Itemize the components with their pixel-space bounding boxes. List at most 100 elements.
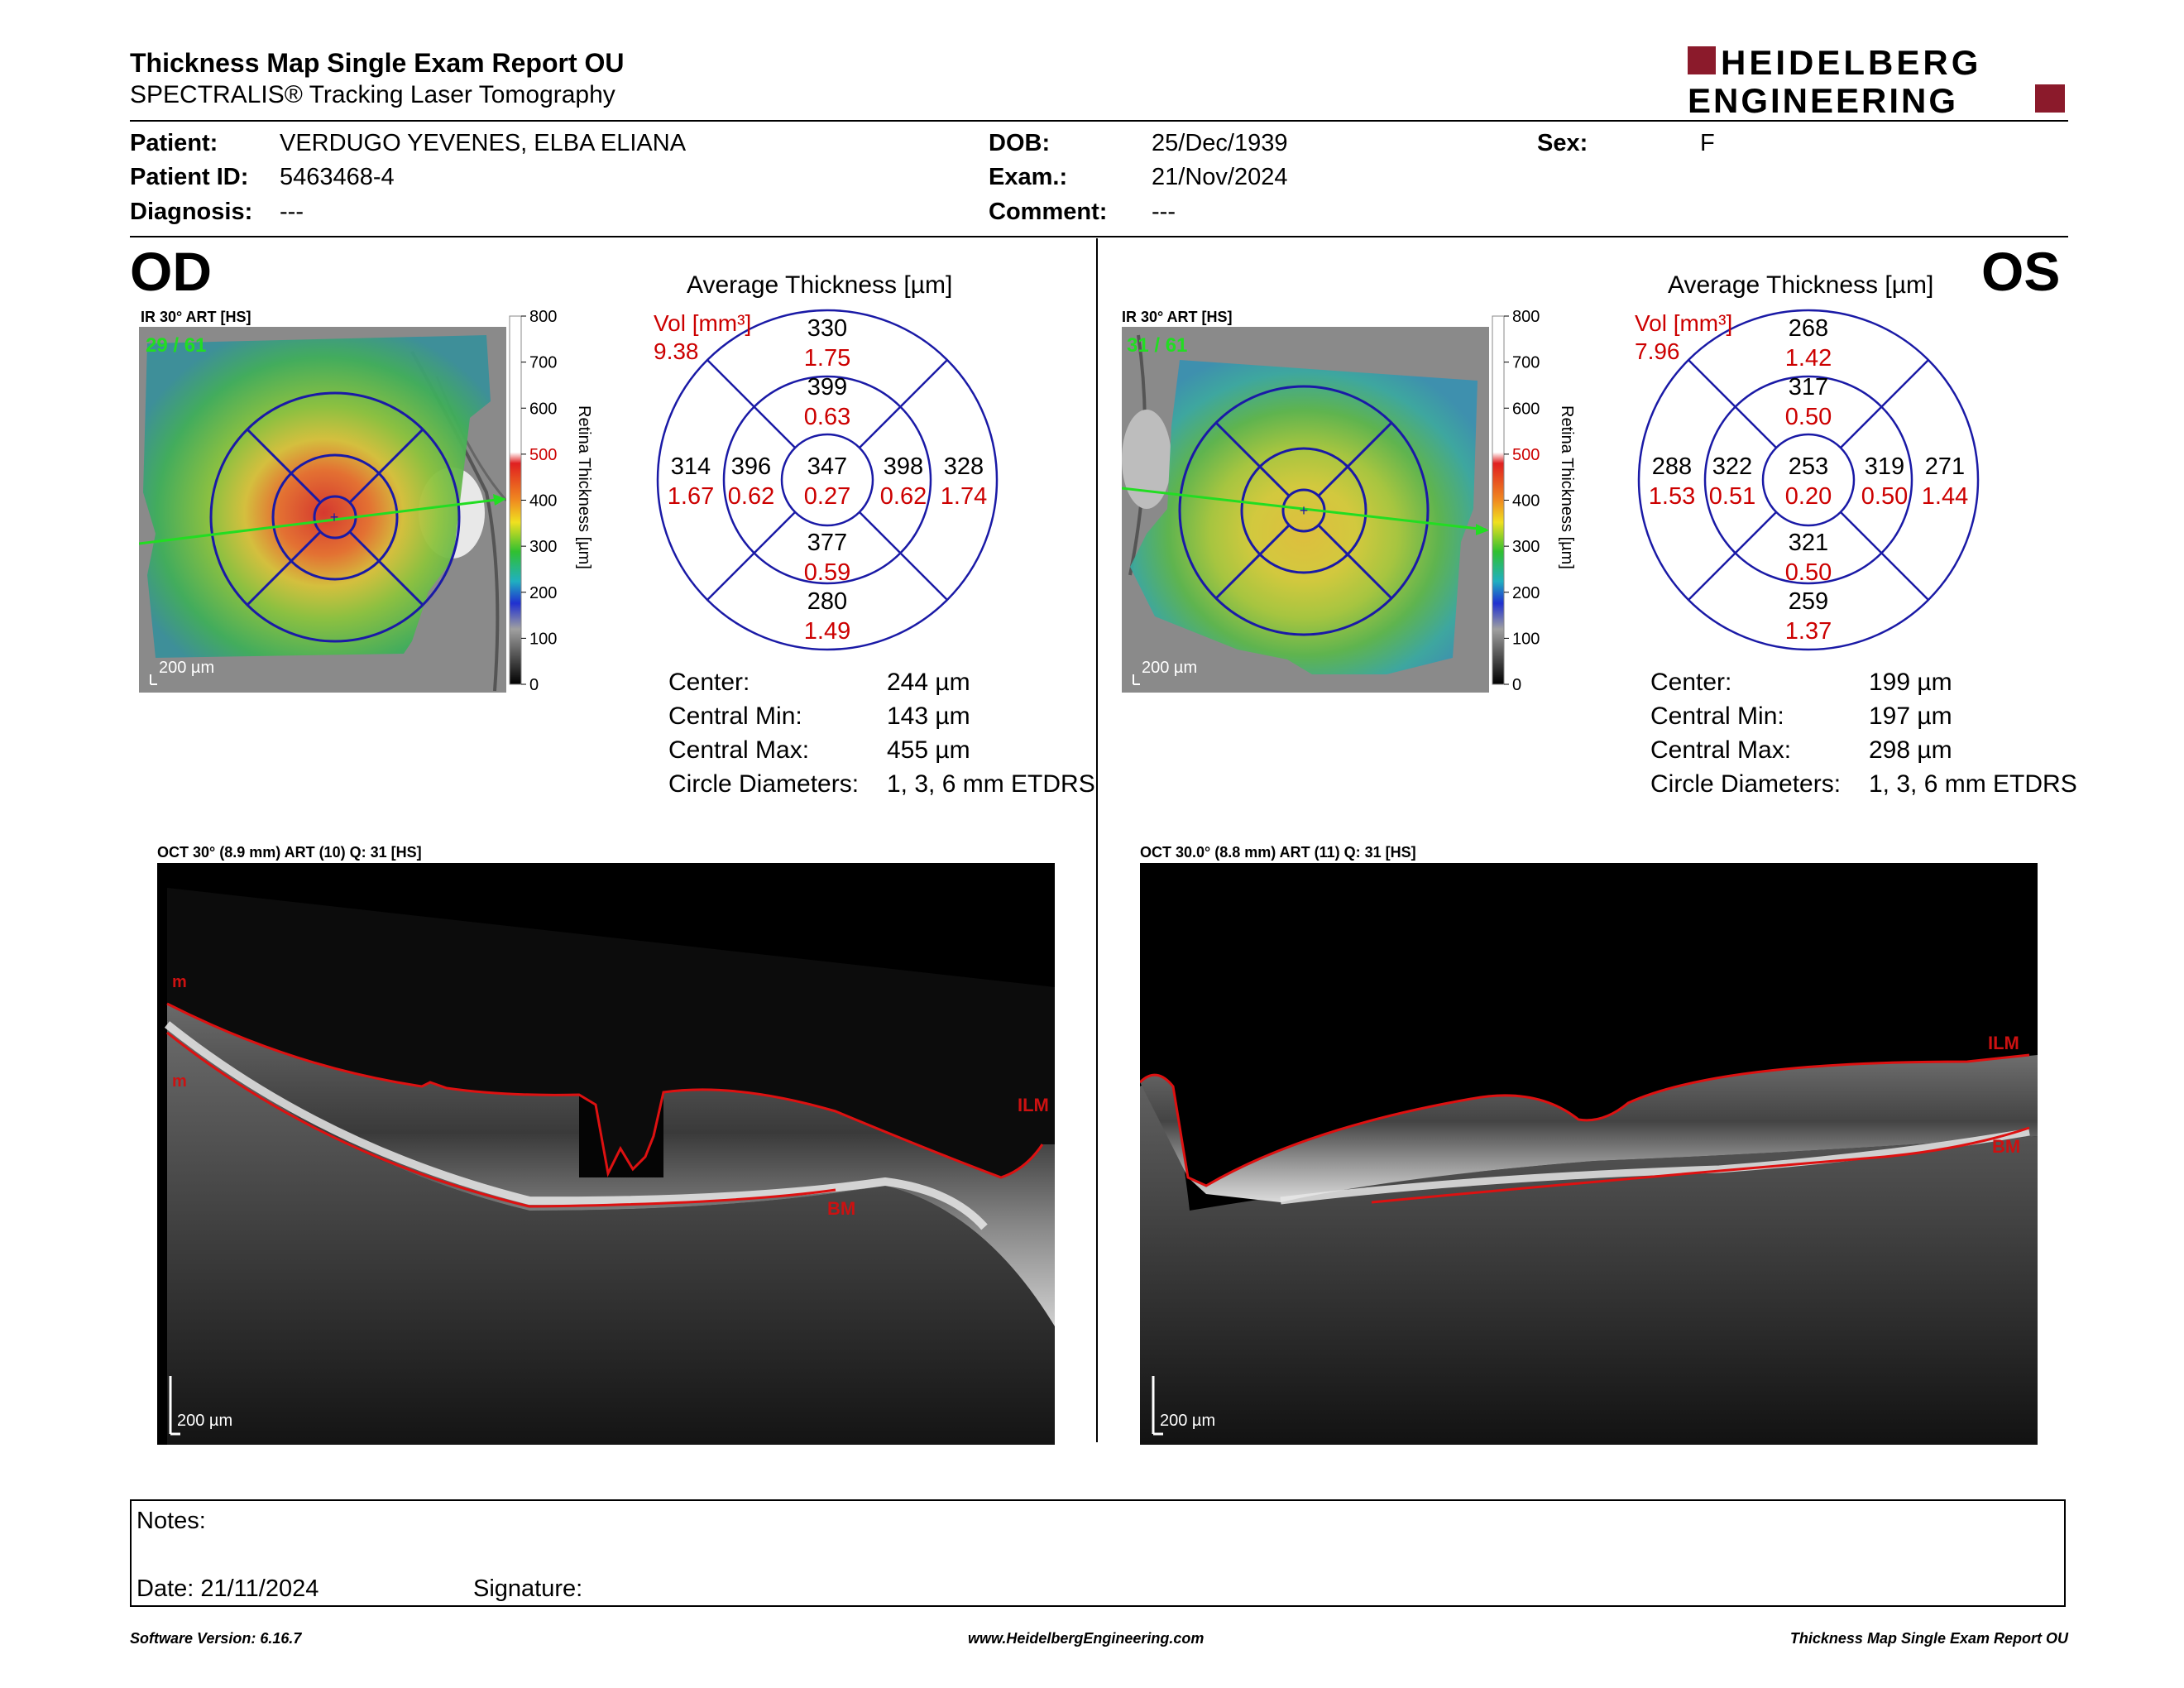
footer-website[interactable]: www.HeidelbergEngineering.com <box>968 1630 1205 1647</box>
notes-box[interactable]: Notes: Date: 21/11/2024 Signature: <box>130 1499 2066 1607</box>
od-inner-inf-v: 0.59 <box>804 559 850 586</box>
os-oct-label: OCT 30.0° (8.8 mm) ART (11) Q: 31 [HS] <box>1140 844 1416 861</box>
colorbar-tick-label: 400 <box>1512 492 1540 511</box>
os-inner-sup-t: 317 <box>1789 374 1828 400</box>
patient-id-label: Patient ID: <box>130 164 249 190</box>
colorbar-tick-label: 0 <box>529 676 539 694</box>
colorbar-tick-label: 800 <box>529 308 557 326</box>
od-inner-temp-t: 396 <box>731 453 771 480</box>
colorbar-tick-label: 700 <box>529 354 557 372</box>
od-vol-label: Vol [mm³] <box>654 310 751 336</box>
notes-label: Notes: <box>136 1508 206 1534</box>
os-oct-scale: 200 µm <box>1160 1412 1215 1430</box>
os-colorbar-ticks: 800 700 600 500 400 300 200 100 0 <box>1504 308 1540 694</box>
od-outer-sup-t: 330 <box>807 315 847 342</box>
svg-text:+: + <box>1300 502 1309 519</box>
os-etdrs-grid: Vol [mm³] 7.96 268 1.42 317 0.50 288 1.5… <box>1635 309 1980 651</box>
od-stat-max-value: 455 µm <box>887 736 970 764</box>
colorbar-tick-label: 500 <box>1512 446 1540 464</box>
os-eye-label: OS <box>1981 241 2061 302</box>
os-colorbar: 800 700 600 500 400 300 200 100 0 Retina Thickne… <box>1492 308 1576 694</box>
colorbar-tick-label: 100 <box>529 630 557 648</box>
sex-value: F <box>1700 130 1715 156</box>
header-rule <box>130 120 2068 122</box>
os-center-t: 253 <box>1789 453 1828 480</box>
od-stat-max-label: Central Max: <box>668 736 810 764</box>
date-label: Date: 21/11/2024 <box>136 1575 319 1602</box>
od-center-t: 347 <box>807 453 847 480</box>
od-outer-nas-t: 328 <box>944 453 984 480</box>
od-oct-label: OCT 30° (8.9 mm) ART (10) Q: 31 [HS] <box>157 844 422 861</box>
os-inner-nas-v: 0.50 <box>1861 483 1908 510</box>
od-inner-temp-v: 0.62 <box>728 483 774 510</box>
os-outer-nas-v: 1.44 <box>1922 483 1968 510</box>
colorbar-tick-label: 800 <box>1512 308 1540 326</box>
od-inner-inf-t: 377 <box>807 530 847 556</box>
colorbar-tick-label: 400 <box>529 492 557 511</box>
logo-line2: ENGINEERING <box>1688 81 1958 117</box>
od-stat-center-label: Center: <box>668 669 750 696</box>
os-outer-sup-t: 268 <box>1789 315 1828 342</box>
patient-id-value: 5463468-4 <box>280 164 395 190</box>
os-inner-inf-v: 0.50 <box>1785 559 1832 586</box>
od-center-v: 0.27 <box>804 483 850 510</box>
od-inner-nas-v: 0.62 <box>880 483 927 510</box>
comment-value: --- <box>1152 199 1176 225</box>
od-etdrs-grid: Vol [mm³] 9.38 330 1.75 399 0.63 314 1.6… <box>654 309 999 651</box>
diagnosis-label: Diagnosis: <box>130 199 253 225</box>
dob-value: 25/Dec/1939 <box>1152 130 1288 156</box>
od-stat-min-label: Central Min: <box>668 703 802 730</box>
os-map-scale: 200 µm <box>1142 659 1197 677</box>
patient-label: Patient: <box>130 130 218 156</box>
os-inner-nas-t: 319 <box>1865 453 1904 480</box>
signature-label: Signature: <box>473 1575 583 1602</box>
logo-line1: HEIDELBERG <box>1721 43 1981 82</box>
od-inner-sup-v: 0.63 <box>804 404 850 430</box>
os-outer-temp-v: 1.53 <box>1649 483 1695 510</box>
od-oct-scale: 200 µm <box>177 1412 232 1430</box>
os-vol-label: Vol [mm³] <box>1635 310 1732 336</box>
os-outer-inf-v: 1.37 <box>1785 618 1832 645</box>
os-stat-min-label: Central Min: <box>1650 703 1784 730</box>
os-inner-inf-t: 321 <box>1789 530 1828 556</box>
dob-label: DOB: <box>989 130 1051 156</box>
os-stat-diam-label: Circle Diameters: <box>1650 770 1842 798</box>
heidelberg-logo: HEIDELBERG ENGINEERING <box>1688 43 2065 117</box>
os-stat-center-label: Center: <box>1650 669 1732 696</box>
os-center-v: 0.20 <box>1785 483 1832 510</box>
od-outer-inf-t: 280 <box>807 588 847 615</box>
os-colorbar-label: Retina Thickness [µm] <box>1558 405 1576 569</box>
os-outer-temp-t: 288 <box>1652 453 1692 480</box>
os-thickness-map: + 31 / 61 200 µm <box>1122 327 1489 693</box>
od-ir-label: IR 30° ART [HS] <box>141 309 251 325</box>
os-stat-diam-value: 1, 3, 6 mm ETDRS <box>1869 770 2077 798</box>
od-colorbar-label: Retina Thickness [µm] <box>575 405 593 569</box>
exam-label: Exam.: <box>989 164 1068 190</box>
os-stat-center-value: 199 µm <box>1869 669 1952 696</box>
os-outer-sup-v: 1.42 <box>1785 345 1832 372</box>
od-thickness-map: + 29 / 61 200 µm <box>139 327 506 693</box>
od-oct-bm-label: BM <box>827 1198 855 1219</box>
od-outer-nas-v: 1.74 <box>941 483 987 510</box>
svg-text:+: + <box>330 509 339 525</box>
colorbar-tick-label: 300 <box>1512 538 1540 556</box>
os-frame-counter: 31 / 61 <box>1127 334 1187 357</box>
patient-value: VERDUGO YEVENES, ELBA ELIANA <box>280 130 687 156</box>
os-inner-sup-v: 0.50 <box>1785 404 1832 430</box>
footer-software-version: Software Version: 6.16.7 <box>130 1630 302 1647</box>
od-outer-temp-v: 1.67 <box>668 483 714 510</box>
od-colorbar-ticks: 800 700 600 500 400 300 200 100 0 <box>521 308 557 694</box>
colorbar-tick-label: 600 <box>1512 400 1540 418</box>
comment-label: Comment: <box>989 199 1108 225</box>
od-outer-temp-t: 314 <box>671 453 711 480</box>
report-title: Thickness Map Single Exam Report OU <box>130 48 625 78</box>
od-avg-title: Average Thickness [µm] <box>687 271 953 299</box>
od-colorbar: 800 700 600 500 400 300 200 100 0 Retina Thickne… <box>509 308 593 694</box>
od-oct-bscan: m m ILM BM 200 µm <box>157 863 1055 1445</box>
od-vol-value: 9.38 <box>654 338 699 364</box>
colorbar-tick-label: 200 <box>1512 584 1540 602</box>
od-frame-counter: 29 / 61 <box>146 334 206 357</box>
os-vol-value: 7.96 <box>1635 338 1680 364</box>
od-outer-sup-v: 1.75 <box>804 345 850 372</box>
od-inner-nas-t: 398 <box>884 453 923 480</box>
